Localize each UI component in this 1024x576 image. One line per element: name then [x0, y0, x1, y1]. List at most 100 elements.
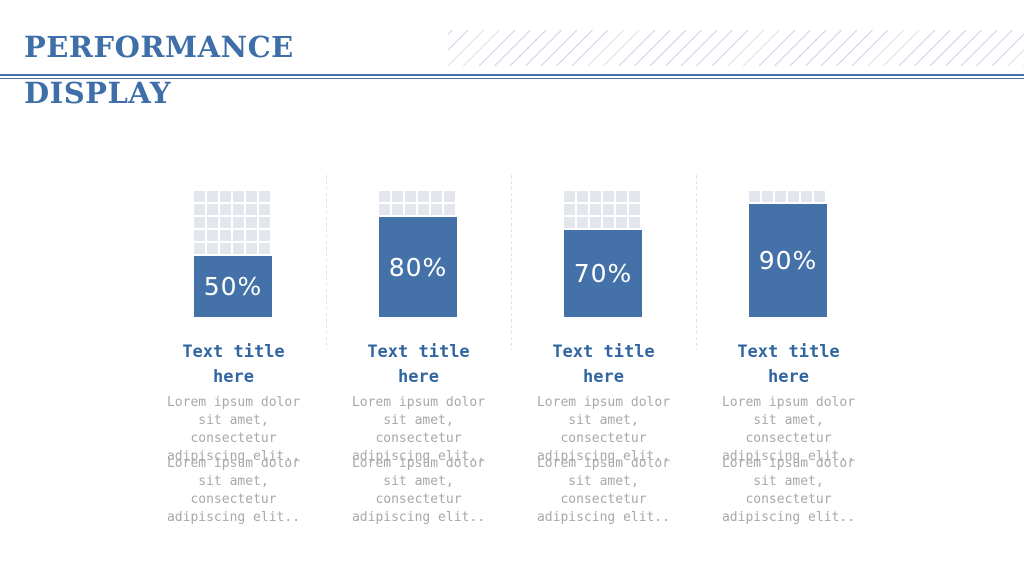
- meter-graphic-2[interactable]: 80%: [326, 175, 511, 317]
- column-body-duplicate-1: Lorem ipsum dolor sit amet, consectetur …: [166, 456, 301, 525]
- meter-empty-cell: [431, 204, 442, 215]
- meter-empty-cell: [220, 230, 231, 241]
- meter-empty-cell: [444, 191, 455, 202]
- meter-value-label-4: 90%: [758, 246, 818, 275]
- meter-stack-1: 50%: [194, 191, 272, 317]
- column-title-4: Text title here: [737, 342, 840, 387]
- meter-empty-row: [564, 217, 642, 228]
- meter-empty-cell: [629, 191, 640, 202]
- meter-empty-cell: [762, 191, 773, 202]
- meter-empty-cell: [801, 191, 812, 202]
- meter-empty-row: [379, 191, 457, 202]
- meter-empty-cell: [194, 230, 205, 241]
- meter-empty-cell: [379, 191, 390, 202]
- meter-empty-cell: [564, 191, 575, 202]
- meter-empty-cell: [194, 191, 205, 202]
- rule-line-thick: [0, 74, 1024, 76]
- meter-empty-row: [749, 191, 827, 202]
- meter-empty-cell: [564, 217, 575, 228]
- meter-empty-cell: [590, 191, 601, 202]
- performance-column-4: 90% Text title here Lorem ipsum dolor si…: [696, 160, 881, 560]
- meter-value-label-2: 80%: [388, 252, 448, 282]
- meter-stack-2: 80%: [379, 191, 457, 317]
- meter-empty-cell: [207, 204, 218, 215]
- meter-empty-cell: [629, 204, 640, 215]
- title-divider-rule: [0, 74, 1024, 80]
- meter-fill-2: 80%: [379, 217, 457, 317]
- column-title-1: Text title here: [182, 342, 285, 387]
- meter-empty-grid-2: [379, 191, 457, 215]
- meter-empty-row: [564, 204, 642, 215]
- meter-empty-cell: [246, 191, 257, 202]
- meter-empty-cell: [220, 204, 231, 215]
- meter-empty-cell: [775, 191, 786, 202]
- meter-empty-cell: [749, 191, 760, 202]
- meter-empty-cell: [616, 191, 627, 202]
- page-title: PERFORMANCE DISPLAY: [24, 30, 294, 110]
- meter-empty-row: [194, 204, 272, 215]
- meter-graphic-4[interactable]: 90%: [696, 175, 881, 317]
- meter-empty-cell: [259, 204, 270, 215]
- meter-empty-grid-3: [564, 191, 642, 228]
- column-body-duplicate-4: Lorem ipsum dolor sit amet, consectetur …: [721, 456, 856, 525]
- meter-empty-cell: [379, 204, 390, 215]
- meter-empty-cell: [392, 191, 403, 202]
- column-body-duplicate-3: Lorem ipsum dolor sit amet, consectetur …: [536, 456, 671, 525]
- meter-empty-cell: [788, 191, 799, 202]
- meter-empty-cell: [814, 191, 825, 202]
- meter-empty-cell: [233, 204, 244, 215]
- meter-graphic-1[interactable]: 50%: [141, 175, 326, 317]
- meter-empty-cell: [629, 217, 640, 228]
- meter-empty-cell: [577, 191, 588, 202]
- column-divider-1: [326, 175, 327, 350]
- meter-empty-cell: [418, 191, 429, 202]
- meter-empty-cell: [590, 217, 601, 228]
- meter-empty-cell: [220, 217, 231, 228]
- meter-empty-cell: [603, 191, 614, 202]
- meter-empty-cell: [233, 243, 244, 254]
- column-text-1: Text title here Lorem ipsum dolor sit am…: [141, 340, 326, 560]
- performance-columns: 50% Text title here Lorem ipsum dolor si…: [141, 160, 883, 560]
- meter-empty-cell: [577, 204, 588, 215]
- meter-empty-cell: [207, 191, 218, 202]
- performance-column-1: 50% Text title here Lorem ipsum dolor si…: [141, 160, 326, 560]
- column-body-wrap-4: Lorem ipsum dolor sit amet, consectetur …: [696, 390, 881, 560]
- meter-empty-cell: [233, 191, 244, 202]
- column-divider-3: [696, 175, 697, 350]
- meter-empty-row: [194, 230, 272, 241]
- meter-value-label-1: 50%: [203, 272, 263, 301]
- meter-empty-cell: [246, 217, 257, 228]
- column-title-3: Text title here: [552, 342, 655, 387]
- meter-empty-row: [564, 191, 642, 202]
- meter-empty-cell: [246, 243, 257, 254]
- meter-stack-3: 70%: [564, 191, 642, 317]
- meter-stack-4: 90%: [749, 191, 827, 317]
- meter-empty-cell: [603, 204, 614, 215]
- performance-column-2: 80% Text title here Lorem ipsum dolor si…: [326, 160, 511, 560]
- column-body-4: Lorem ipsum dolor sit amet, consectetur …: [721, 395, 856, 464]
- meter-fill-4: 90%: [749, 204, 827, 317]
- meter-empty-cell: [207, 217, 218, 228]
- meter-empty-cell: [603, 217, 614, 228]
- meter-empty-cell: [194, 217, 205, 228]
- meter-empty-cell: [590, 204, 601, 215]
- performance-column-3: 70% Text title here Lorem ipsum dolor si…: [511, 160, 696, 560]
- meter-empty-grid-1: [194, 191, 272, 254]
- meter-empty-row: [194, 217, 272, 228]
- meter-empty-cell: [405, 204, 416, 215]
- meter-graphic-3[interactable]: 70%: [511, 175, 696, 317]
- meter-empty-row: [194, 191, 272, 202]
- meter-empty-cell: [431, 191, 442, 202]
- slide-header: PERFORMANCE DISPLAY: [0, 0, 1024, 115]
- column-divider-2: [511, 175, 512, 350]
- meter-empty-row: [194, 243, 272, 254]
- column-text-3: Text title here Lorem ipsum dolor sit am…: [511, 340, 696, 560]
- column-text-2: Text title here Lorem ipsum dolor sit am…: [326, 340, 511, 560]
- meter-empty-cell: [194, 204, 205, 215]
- meter-fill-3: 70%: [564, 230, 642, 317]
- meter-empty-cell: [444, 204, 455, 215]
- meter-empty-cell: [233, 230, 244, 241]
- meter-empty-cell: [564, 204, 575, 215]
- column-text-4: Text title here Lorem ipsum dolor sit am…: [696, 340, 881, 560]
- meter-empty-cell: [616, 217, 627, 228]
